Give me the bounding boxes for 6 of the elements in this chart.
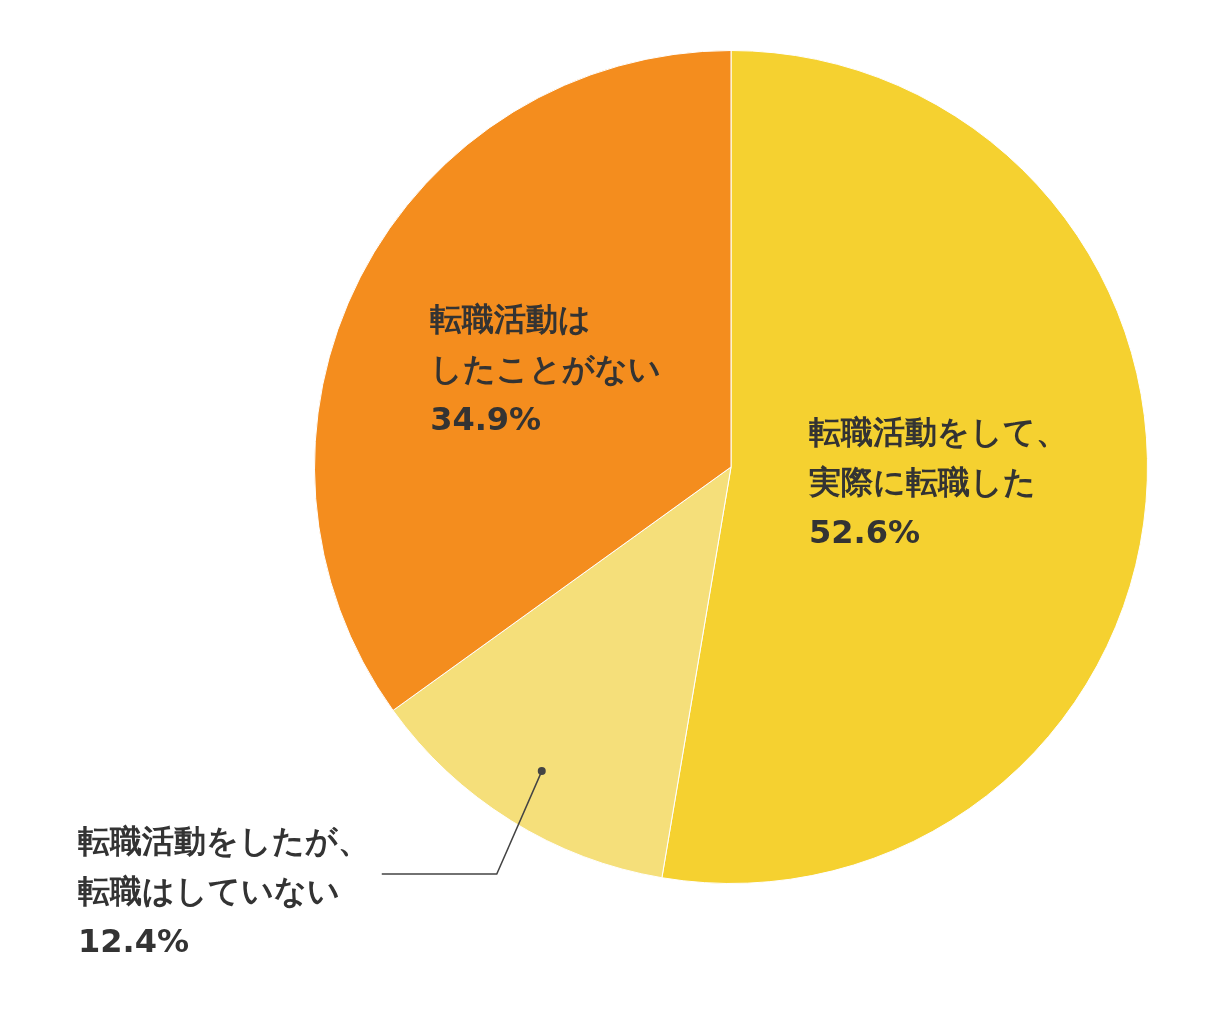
- slice-label: 転職活動はしたことがない: [430, 300, 662, 389]
- slice-label: 転職活動をしたが、転職はしていない: [78, 822, 370, 911]
- data-label: 34.9%: [430, 400, 542, 439]
- slice-label: 転職活動をして、実際に転職した: [808, 412, 1069, 501]
- data-label: 12.4%: [78, 922, 190, 961]
- data-label: 52.6%: [809, 512, 921, 551]
